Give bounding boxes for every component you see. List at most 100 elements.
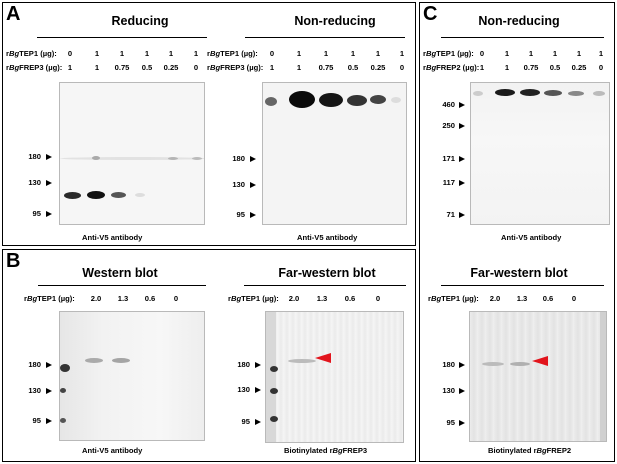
panel-b-left-marker-180: 180 xyxy=(28,360,41,369)
blot-band xyxy=(600,312,606,441)
marker-arrow-icon xyxy=(250,182,256,188)
blot-band xyxy=(482,362,504,366)
blot-band xyxy=(370,95,386,104)
panel-b-left-underline xyxy=(38,285,206,286)
panel-b-right-caption-text: Biotinylated rBgFREP3 xyxy=(284,446,368,455)
panel-c-r2-v0: 1 xyxy=(479,63,485,72)
blot-band xyxy=(111,192,126,198)
panel-a-right-r2-v2: 0.75 xyxy=(318,63,334,72)
panel-a-right-r1-v5: 1 xyxy=(399,49,405,58)
panel-a-left-marker-180: 180 xyxy=(28,152,41,161)
blot-band xyxy=(568,91,584,96)
marker-arrow-icon xyxy=(255,387,261,393)
blot-band xyxy=(112,358,130,363)
blot-band xyxy=(319,93,343,107)
panel-a-right-r1-v4: 1 xyxy=(375,49,381,58)
blot-band xyxy=(288,359,316,363)
panel-a-right-r1-v2: 1 xyxy=(323,49,329,58)
blot-band xyxy=(60,364,70,372)
panel-a-left-r2-v5: 0 xyxy=(193,63,199,72)
panel-c-r1-v5: 1 xyxy=(598,49,604,58)
panel-a-left-r1-v1: 1 xyxy=(94,49,100,58)
panel-b-left-v1: 1.3 xyxy=(117,294,129,303)
panel-c-marker-117: 117 xyxy=(442,178,455,187)
panel-a-left-r2-v1: 1 xyxy=(94,63,100,72)
marker-arrow-icon xyxy=(459,420,465,426)
panel-b-left-v0: 2.0 xyxy=(90,294,102,303)
panel-a-left-r2-v3: 0.5 xyxy=(141,63,153,72)
panel-c-marker-250: 250 xyxy=(442,121,455,130)
blot-band xyxy=(85,358,103,363)
panel-b-left-v2: 0.6 xyxy=(144,294,156,303)
panel-c-r1-v3: 1 xyxy=(552,49,558,58)
panel-c-r3-v2: 0.6 xyxy=(542,294,554,303)
panel-c-row1-label: rBgTEP1 (µg): xyxy=(423,49,474,58)
panel-a-right-r2-v0: 1 xyxy=(269,63,275,72)
panel-c-r1-v1: 1 xyxy=(504,49,510,58)
marker-arrow-icon xyxy=(250,156,256,162)
blot-band xyxy=(593,91,605,96)
panel-a-left-r1-v3: 1 xyxy=(144,49,150,58)
panel-a-left-underline xyxy=(37,37,207,38)
panel-c-r2-v3: 0.5 xyxy=(549,63,561,72)
panel-b-frame xyxy=(2,249,416,462)
panel-b-right-title: Far-western blot xyxy=(278,266,376,280)
marker-arrow-icon xyxy=(250,212,256,218)
marker-arrow-icon xyxy=(459,156,465,162)
marker-arrow-icon xyxy=(255,362,261,368)
panel-c-r1-v4: 1 xyxy=(576,49,582,58)
panel-a-row1-label: rBgTEP1 (µg): xyxy=(6,49,57,58)
panel-b-right-v3: 0 xyxy=(375,294,381,303)
panel-a-left-caption: Anti-V5 antibody xyxy=(82,233,143,242)
blot-band xyxy=(60,418,66,423)
panel-c-r3-v0: 2.0 xyxy=(489,294,501,303)
blot-band xyxy=(266,312,276,442)
panel-b-right-v1: 1.3 xyxy=(316,294,328,303)
panel-c-r3-v1: 1.3 xyxy=(516,294,528,303)
marker-arrow-icon xyxy=(459,102,465,108)
panel-a-left-title: Reducing xyxy=(111,14,169,28)
blot-band xyxy=(270,416,278,422)
panel-a-right-r1-v0: 0 xyxy=(269,49,275,58)
marker-arrow-icon xyxy=(459,362,465,368)
panel-c-letter: C xyxy=(423,3,438,25)
panel-a-right-caption: Anti-V5 antibody xyxy=(297,233,358,242)
blot-band xyxy=(270,388,278,394)
marker-arrow-icon xyxy=(46,362,52,368)
panel-a-left-r2-v2: 0.75 xyxy=(114,63,130,72)
panel-b-left-marker-130: 130 xyxy=(28,386,41,395)
marker-arrow-icon xyxy=(255,419,261,425)
panel-c-frame xyxy=(419,2,615,462)
panel-b-right-marker-130: 130 xyxy=(237,385,250,394)
panel-c-nonreducing-blot xyxy=(470,82,610,225)
marker-arrow-icon xyxy=(459,388,465,394)
blot-band xyxy=(544,90,562,96)
blot-band xyxy=(135,193,145,197)
blot-band xyxy=(510,362,530,366)
marker-arrow-icon xyxy=(46,388,52,394)
blot-band xyxy=(92,156,100,160)
panel-a-right-row2-label: rBgFREP3 (µg): xyxy=(207,63,264,72)
panel-a-right-row1-label: rBgTEP1 (µg): xyxy=(207,49,258,58)
panel-b-left-row-label: rBgTEP1 (µg): xyxy=(24,294,75,303)
panel-c-bottom-caption: Biotinylated rBgFREP2 xyxy=(488,446,572,455)
panel-a-left-r1-v4: 1 xyxy=(168,49,174,58)
band-indicator-arrow-icon xyxy=(532,356,548,366)
marker-arrow-icon xyxy=(46,154,52,160)
panel-a-right-marker-95: 95 xyxy=(236,210,245,219)
panel-a-left-r1-v2: 1 xyxy=(119,49,125,58)
panel-c-r2-v4: 0.25 xyxy=(571,63,587,72)
panel-c-r1-v2: 1 xyxy=(528,49,534,58)
blot-band xyxy=(391,97,401,103)
panel-a-left-r1-v0: 0 xyxy=(67,49,73,58)
band-indicator-arrow-icon xyxy=(315,353,331,363)
panel-c-top-title: Non-reducing xyxy=(478,14,560,28)
panel-a-left-r1-v5: 1 xyxy=(193,49,199,58)
panel-c-top-underline xyxy=(441,37,604,38)
blot-band xyxy=(64,192,81,199)
panel-a-row2-label: rBgFREP3 (µg): xyxy=(6,63,63,72)
panel-a-letter: A xyxy=(6,3,21,25)
panel-a-left-marker-95: 95 xyxy=(32,209,41,218)
panel-b-left-title: Western blot xyxy=(82,266,158,280)
panel-c-marker-460: 460 xyxy=(442,100,455,109)
